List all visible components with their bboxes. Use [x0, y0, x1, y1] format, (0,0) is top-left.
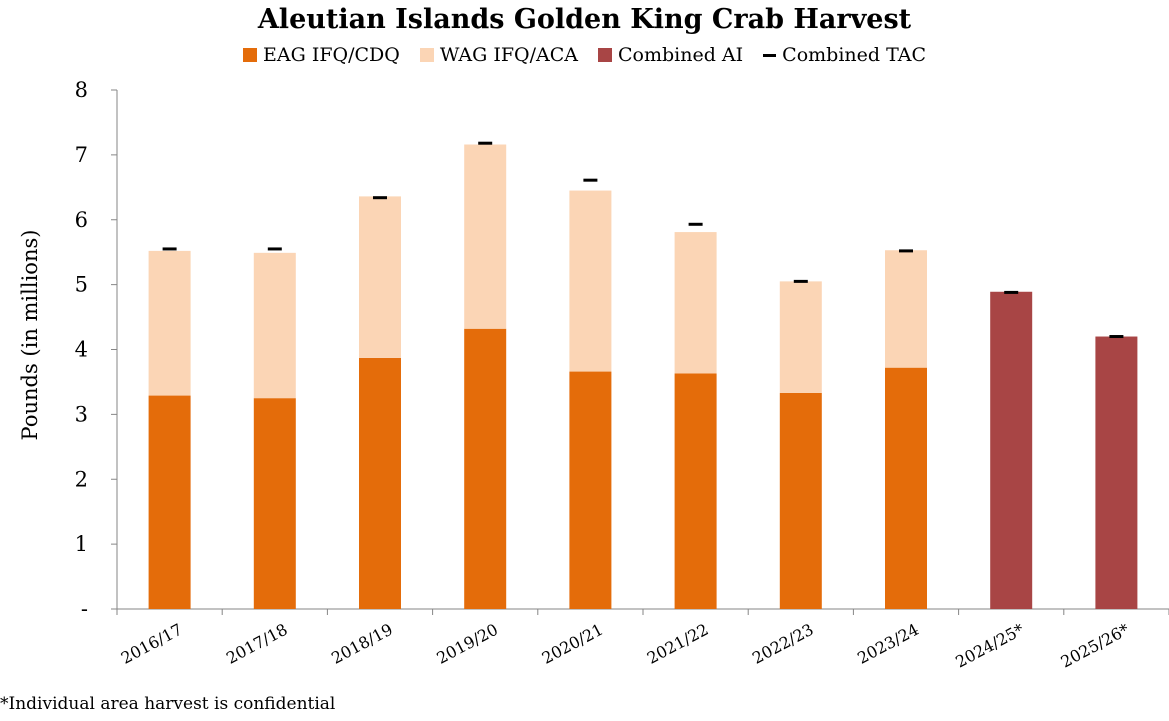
- legend-swatch-eag: [243, 48, 258, 62]
- footnote: *Individual area harvest is confidential: [0, 694, 336, 714]
- bar-eag-ifq-cdq: [148, 395, 191, 609]
- y-tick-label: 6: [75, 208, 88, 232]
- y-tick-label: -: [81, 597, 88, 621]
- x-tick-label: 2025/26*: [1058, 620, 1133, 672]
- legend-label-combined-ai: Combined AI: [618, 44, 744, 66]
- x-tick-label: 2021/22: [644, 620, 712, 668]
- bar-wag-ifq-aca: [148, 250, 191, 396]
- x-tick-label: 2019/20: [433, 620, 501, 668]
- y-tick-label: 8: [75, 78, 88, 102]
- bar-wag-ifq-aca: [359, 196, 401, 358]
- bar-wag-ifq-aca: [569, 190, 612, 372]
- legend-item-wag: WAG IFQ/ACA: [419, 44, 579, 66]
- chart-legend: EAG IFQ/CDQ WAG IFQ/ACA Combined AI Comb…: [0, 44, 1169, 66]
- legend-swatch-wag: [419, 48, 434, 62]
- bar-combined-ai: [990, 291, 1033, 609]
- legend-label-eag: EAG IFQ/CDQ: [263, 44, 400, 66]
- bar-eag-ifq-cdq: [464, 328, 507, 609]
- x-tick-label: 2016/17: [118, 620, 186, 668]
- x-tick-label: 2017/18: [223, 620, 291, 668]
- bar-combined-ai: [1095, 336, 1138, 609]
- y-tick-label: 3: [75, 402, 88, 426]
- x-tick-label: 2024/25*: [952, 620, 1027, 672]
- legend-marker-tac: [763, 53, 777, 57]
- bar-wag-ifq-aca: [253, 252, 296, 399]
- legend-item-tac: Combined TAC: [763, 44, 926, 66]
- bar-wag-ifq-aca: [464, 144, 507, 329]
- y-tick-label: 5: [75, 273, 88, 297]
- bar-eag-ifq-cdq: [779, 392, 822, 609]
- bar-wag-ifq-aca: [779, 281, 822, 393]
- legend-item-eag: EAG IFQ/CDQ: [243, 44, 400, 66]
- bar-eag-ifq-cdq: [359, 357, 401, 609]
- legend-label-tac: Combined TAC: [782, 44, 926, 66]
- bar-wag-ifq-aca: [885, 250, 927, 368]
- x-tick-label: 2023/24: [854, 620, 922, 668]
- y-tick-label: 2: [75, 467, 88, 491]
- bar-eag-ifq-cdq: [253, 398, 296, 609]
- y-tick-label: 4: [75, 338, 88, 362]
- legend-swatch-combined-ai: [598, 48, 613, 62]
- y-tick-label: 7: [75, 143, 88, 167]
- x-tick-label: 2018/19: [328, 620, 396, 668]
- x-tick-label: 2022/23: [749, 620, 817, 668]
- bar-wag-ifq-aca: [674, 232, 717, 374]
- chart-title: Aleutian Islands Golden King Crab Harves…: [257, 4, 912, 35]
- legend-label-wag: WAG IFQ/ACA: [439, 44, 579, 66]
- bar-eag-ifq-cdq: [885, 367, 927, 609]
- legend-item-combined-ai: Combined AI: [598, 44, 743, 66]
- y-tick-label: 1: [75, 532, 88, 556]
- x-tick-label: 2020/21: [539, 620, 607, 668]
- bar-eag-ifq-cdq: [674, 373, 717, 609]
- bar-eag-ifq-cdq: [569, 371, 612, 609]
